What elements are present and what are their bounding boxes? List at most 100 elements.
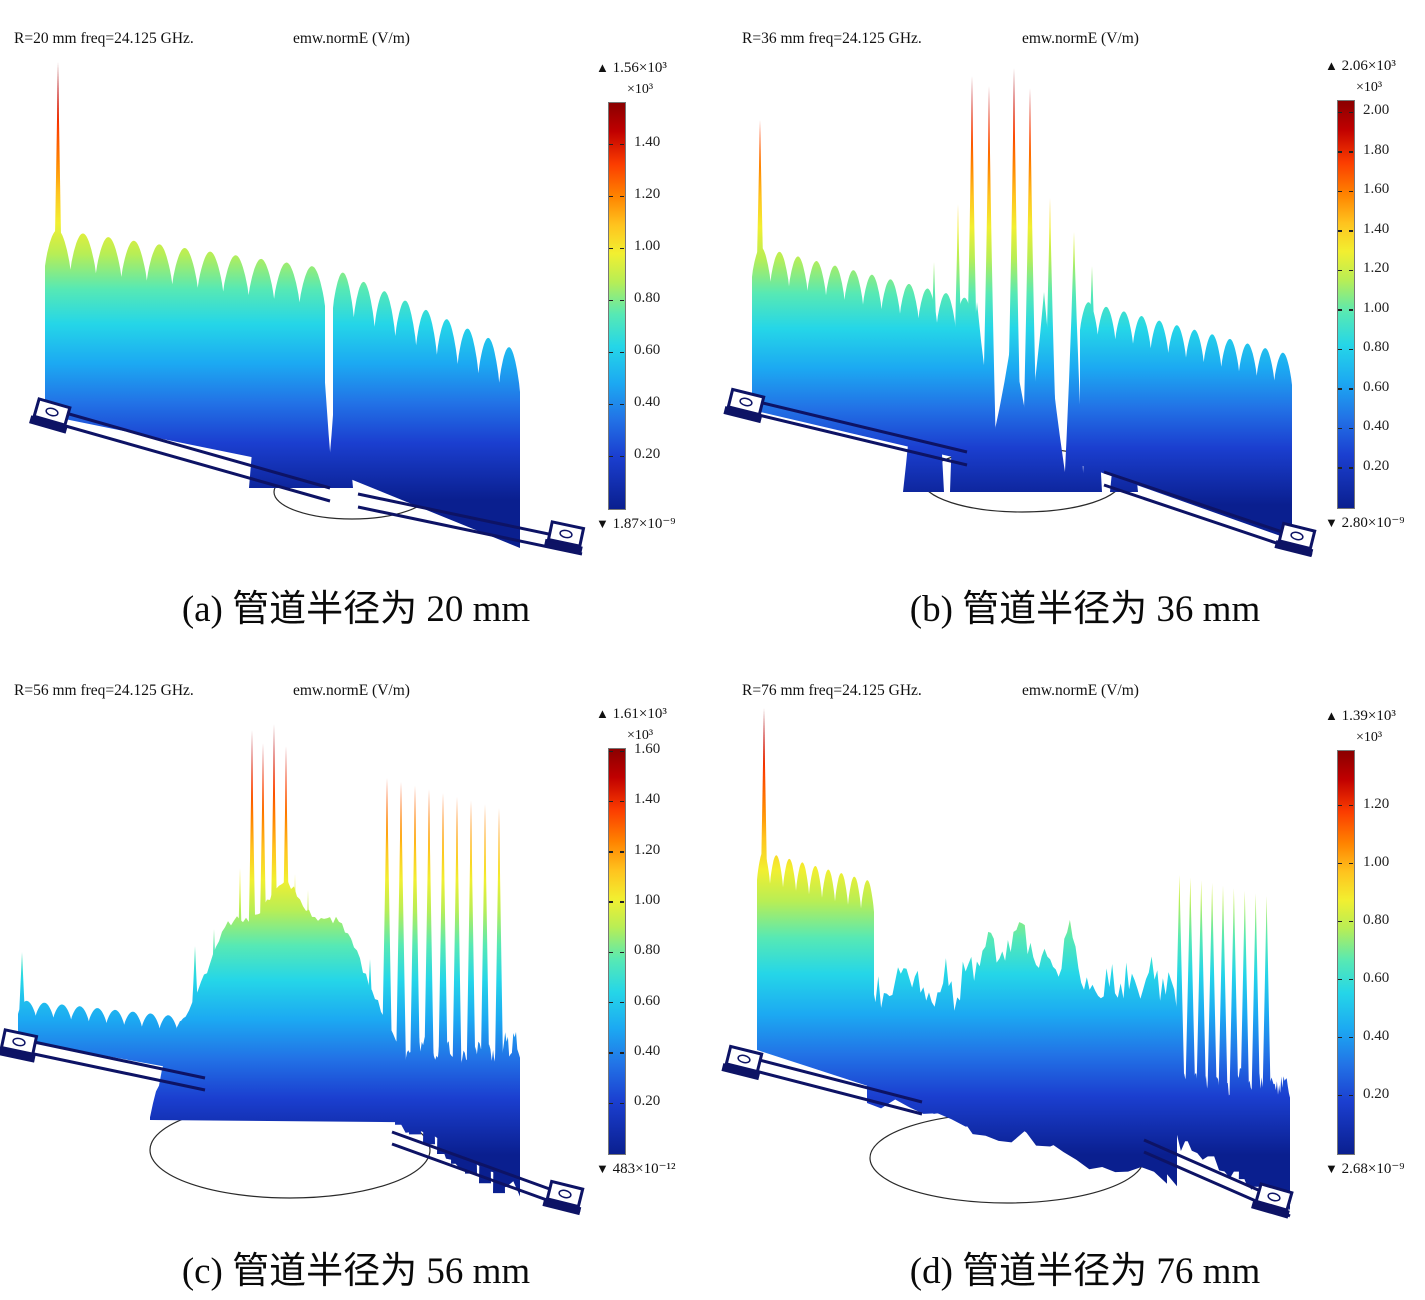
colorbar-tick-mark [1338,467,1342,469]
panel-caption: (c) 管道半径为 56 mm [181,1251,531,1292]
colorbar-max-label: ▲ 1.39×10³ [1325,708,1396,725]
colorbar-tick-mark [620,351,624,354]
colorbar-tick-mark [1338,348,1342,351]
panel-c: R=56 mm freq=24.125 GHz. emw.normE (V/m)… [0,650,712,1300]
colorbar-tick-mark [1338,230,1342,232]
colorbar-tick-mark [1349,979,1353,981]
colorbar-tick-mark [620,800,624,803]
colorbar-tick-mark [609,143,613,146]
plot-condition-label: R=76 mm freq=24.125 GHz. [742,682,922,699]
plot-title: emw.normE (V/m) [1022,30,1139,47]
colorbar-tick-label: 0.80 [1363,339,1390,356]
colorbar-tick-mark [620,455,624,458]
max-triangle-icon: ▲ [1325,58,1338,73]
colorbar-tick-mark [609,1052,613,1054]
panel-caption: (a) 管道半径为 20 mm [181,589,531,630]
colorbar-tick-mark [620,1052,624,1054]
colorbar-tick-label: 1.00 [1363,853,1390,870]
colorbar-tick-mark [1338,921,1342,923]
colorbar-tick-mark [1349,348,1353,351]
colorbar-tick-mark [1349,388,1353,390]
surface-plot-c [0,724,585,1216]
surface-plot-a [29,62,586,556]
colorbar-tick-mark [1349,1095,1353,1097]
colorbar-tick-mark [1349,467,1353,469]
colorbar-tick-mark [1349,1037,1353,1039]
colorbar-tick-mark [620,247,624,250]
colorbar-tick-mark [1338,805,1342,807]
plot-condition-label: R=36 mm freq=24.125 GHz. [742,30,922,47]
colorbar-min-value: 2.68×10⁻⁹ [1341,1161,1405,1177]
colorbar-tick-mark [1338,1095,1342,1097]
colorbar-scale-label: ×10³ [1355,80,1383,95]
colorbar-tick-mark [620,750,624,752]
panel-b: R=36 mm freq=24.125 GHz. emw.normE (V/m)… [712,0,1425,650]
colorbar-tick-mark [1349,151,1353,153]
colorbar-max-value: 1.56×10³ [612,60,667,76]
colorbar-tick-label: 0.20 [1363,1085,1390,1102]
colorbar-tick-label: 0.40 [1363,418,1390,435]
colorbar-tick-mark [1338,427,1342,430]
colorbar-max-value: 1.61×10³ [612,706,667,722]
min-triangle-icon: ▼ [596,516,609,531]
colorbar-scale-label: ×10³ [626,728,654,743]
min-triangle-icon: ▼ [596,1161,609,1176]
colorbar-tick-mark [1338,863,1342,865]
colorbar-tick-mark [1338,151,1342,153]
colorbar-tick-mark [1349,863,1353,865]
colorbar-min-label: ▼ 2.80×10⁻⁹ [1325,513,1404,532]
colorbar-tick-mark [1349,111,1353,114]
colorbar-tick-label: 0.80 [634,942,661,959]
colorbar-tick-mark [1349,921,1353,923]
colorbar-tick-mark [1349,805,1353,807]
colorbar-tick-mark [609,455,613,458]
panel-caption: (b) 管道半径为 36 mm [909,589,1261,630]
colorbar-tick-label: 0.80 [634,290,661,307]
colorbar-tick-mark [620,143,624,146]
min-triangle-icon: ▼ [1325,515,1338,530]
colorbar-tick-mark [620,1102,624,1105]
colorbar-tick-mark [1338,269,1342,272]
colorbar-max-value: 1.39×10³ [1341,708,1396,724]
colorbar-min-value: 2.80×10⁻⁹ [1341,515,1405,531]
colorbar-tick-label: 1.40 [1363,220,1390,237]
colorbar-tick-mark [620,951,624,954]
colorbar-tick-mark [609,299,613,302]
colorbar-tick-mark [620,1002,624,1004]
panel-d: R=76 mm freq=24.125 GHz. emw.normE (V/m)… [712,650,1425,1300]
colorbar-tick-mark [609,247,613,250]
colorbar-tick-label: 0.40 [1363,1027,1390,1044]
colorbar-tick-mark [620,299,624,302]
colorbar-tick-mark [609,750,613,752]
colorbar-tick-mark [620,901,624,903]
colorbar-tick-mark [620,851,624,853]
colorbar-tick-label: 1.40 [634,134,661,151]
colorbar-tick-label: 1.00 [634,238,661,255]
colorbar-tick-mark [1349,309,1353,311]
plot-title: emw.normE (V/m) [293,682,410,699]
colorbar-tick-label: 1.00 [1363,299,1390,316]
colorbar-tick-mark [609,351,613,354]
colorbar-tick-label: 1.20 [1363,795,1390,812]
colorbar-tick-mark [1338,309,1342,311]
colorbar-tick-mark [620,403,624,406]
colorbar-gradient [1337,750,1355,1155]
plot-title: emw.normE (V/m) [1022,682,1139,699]
plot-condition-label: R=20 mm freq=24.125 GHz. [14,30,194,47]
colorbar-tick-mark [609,195,613,198]
colorbar-tick-label: 0.40 [634,1042,661,1059]
colorbar-min-value: 1.87×10⁻⁹ [612,516,676,532]
colorbar-tick-mark [609,1102,613,1105]
colorbar-tick-mark [1349,230,1353,232]
max-triangle-icon: ▲ [1325,708,1338,723]
colorbar-min-label: ▼ 483×10⁻¹² [596,1159,676,1178]
max-triangle-icon: ▲ [596,706,609,721]
colorbar-tick-label: 1.60 [1363,181,1390,198]
colorbar-tick-label: 0.60 [1363,378,1390,395]
colorbar-tick-label: 0.60 [634,992,661,1009]
colorbar-tick-mark [609,851,613,853]
colorbar-tick-mark [609,901,613,903]
colorbar-tick-label: 2.00 [1363,102,1390,119]
panel-a: R=20 mm freq=24.125 GHz. emw.normE (V/m)… [0,0,712,650]
